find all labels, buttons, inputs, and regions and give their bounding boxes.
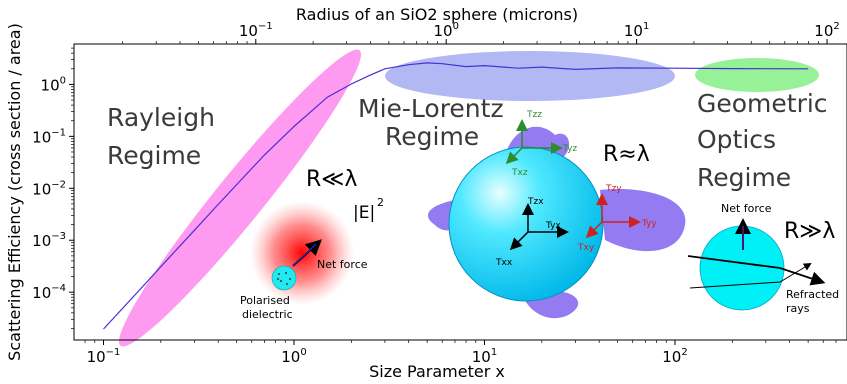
y-axis-label: Scattering Efficiency (cross section / a… bbox=[5, 23, 24, 361]
geometric-region bbox=[695, 58, 819, 92]
torque-tzx: Tzx bbox=[527, 197, 544, 207]
y-tick-label-3: 10−1 bbox=[32, 127, 66, 146]
refracted-label-1: Refracted bbox=[786, 288, 839, 301]
x2-tick-label-1: 100 bbox=[433, 21, 458, 40]
bottom-axis: 10−1 100 101 102 bbox=[84, 340, 837, 366]
torque-txy: Txy bbox=[577, 243, 595, 253]
x2-tick-label-2: 101 bbox=[624, 21, 649, 40]
net-force-arrow-left-inner bbox=[292, 243, 317, 267]
top-axis-label: Radius of an SiO2 sphere (microns) bbox=[296, 5, 578, 24]
torque-axes-center bbox=[509, 203, 569, 251]
plot-frame bbox=[73, 43, 847, 341]
torque-tyx: Tyx bbox=[545, 221, 561, 231]
efield-exponent: 2 bbox=[377, 196, 384, 209]
y-tick-label-2: 10−2 bbox=[32, 179, 66, 198]
geo-label-1: Geometric bbox=[697, 89, 828, 118]
geo-label-3: Regime bbox=[697, 163, 791, 192]
y-tick-label-1: 10−3 bbox=[32, 231, 66, 250]
y-tick-label-0: 10−4 bbox=[32, 283, 66, 302]
x-tick-label-3: 102 bbox=[662, 347, 687, 366]
torque-txz: Txz bbox=[511, 168, 528, 178]
y-tick-label-4: 100 bbox=[41, 75, 66, 94]
left-axis: 10−4 10−3 10−2 10−1 100 bbox=[32, 47, 74, 329]
torque-axes-top bbox=[505, 119, 563, 165]
torque-axes-right bbox=[585, 193, 641, 239]
x2-tick-label-0: 10−1 bbox=[239, 21, 273, 40]
series-line-0 bbox=[103, 62, 809, 330]
torque-tzy: Tzy bbox=[605, 184, 622, 194]
mie-label-2: Regime bbox=[385, 122, 479, 151]
torque-tyz: Tyz bbox=[562, 144, 577, 154]
rayleigh-label-2: Regime bbox=[107, 141, 201, 170]
particle-dots bbox=[276, 271, 292, 286]
x-axis-label: Size Parameter x bbox=[369, 362, 505, 381]
net-force-left-label: Net force bbox=[317, 258, 368, 271]
geo-label-2: Optics bbox=[697, 125, 776, 154]
net-force-right-label: Net force bbox=[721, 202, 772, 215]
r-equal-label: R≈λ bbox=[603, 142, 650, 167]
x-tick-label-2: 101 bbox=[472, 347, 497, 366]
refracted-label-2: rays bbox=[786, 302, 810, 315]
plot-layer bbox=[103, 62, 809, 330]
torque-txx: Txx bbox=[495, 258, 513, 268]
r-large-label: R≫λ bbox=[784, 219, 835, 244]
ray-lower bbox=[689, 262, 812, 289]
efield-glow bbox=[250, 201, 354, 305]
torque-tzz: Tzz bbox=[526, 110, 542, 120]
polarised-label-2: dielectric bbox=[242, 308, 293, 321]
polarised-label-1: Polarised bbox=[240, 294, 290, 307]
x2-tick-label-3: 102 bbox=[814, 21, 839, 40]
rayleigh-region bbox=[118, 49, 362, 347]
ray-upper bbox=[687, 255, 826, 286]
x-tick-label-1: 100 bbox=[281, 347, 306, 366]
r-small-label: R≪λ bbox=[306, 167, 357, 192]
mie-sphere bbox=[448, 146, 604, 302]
mie-region bbox=[385, 51, 675, 101]
efield-label: |E| bbox=[353, 203, 375, 223]
torque-tyy: Tyy bbox=[641, 219, 657, 229]
rayleigh-label-1: Rayleigh bbox=[107, 103, 215, 132]
x-tick-label-0: 10−1 bbox=[87, 347, 121, 366]
top-axis: 10−1 100 101 102 bbox=[122, 21, 840, 44]
polarised-particle bbox=[271, 265, 297, 291]
mie-label-1: Mie-Lorentz bbox=[358, 94, 504, 123]
